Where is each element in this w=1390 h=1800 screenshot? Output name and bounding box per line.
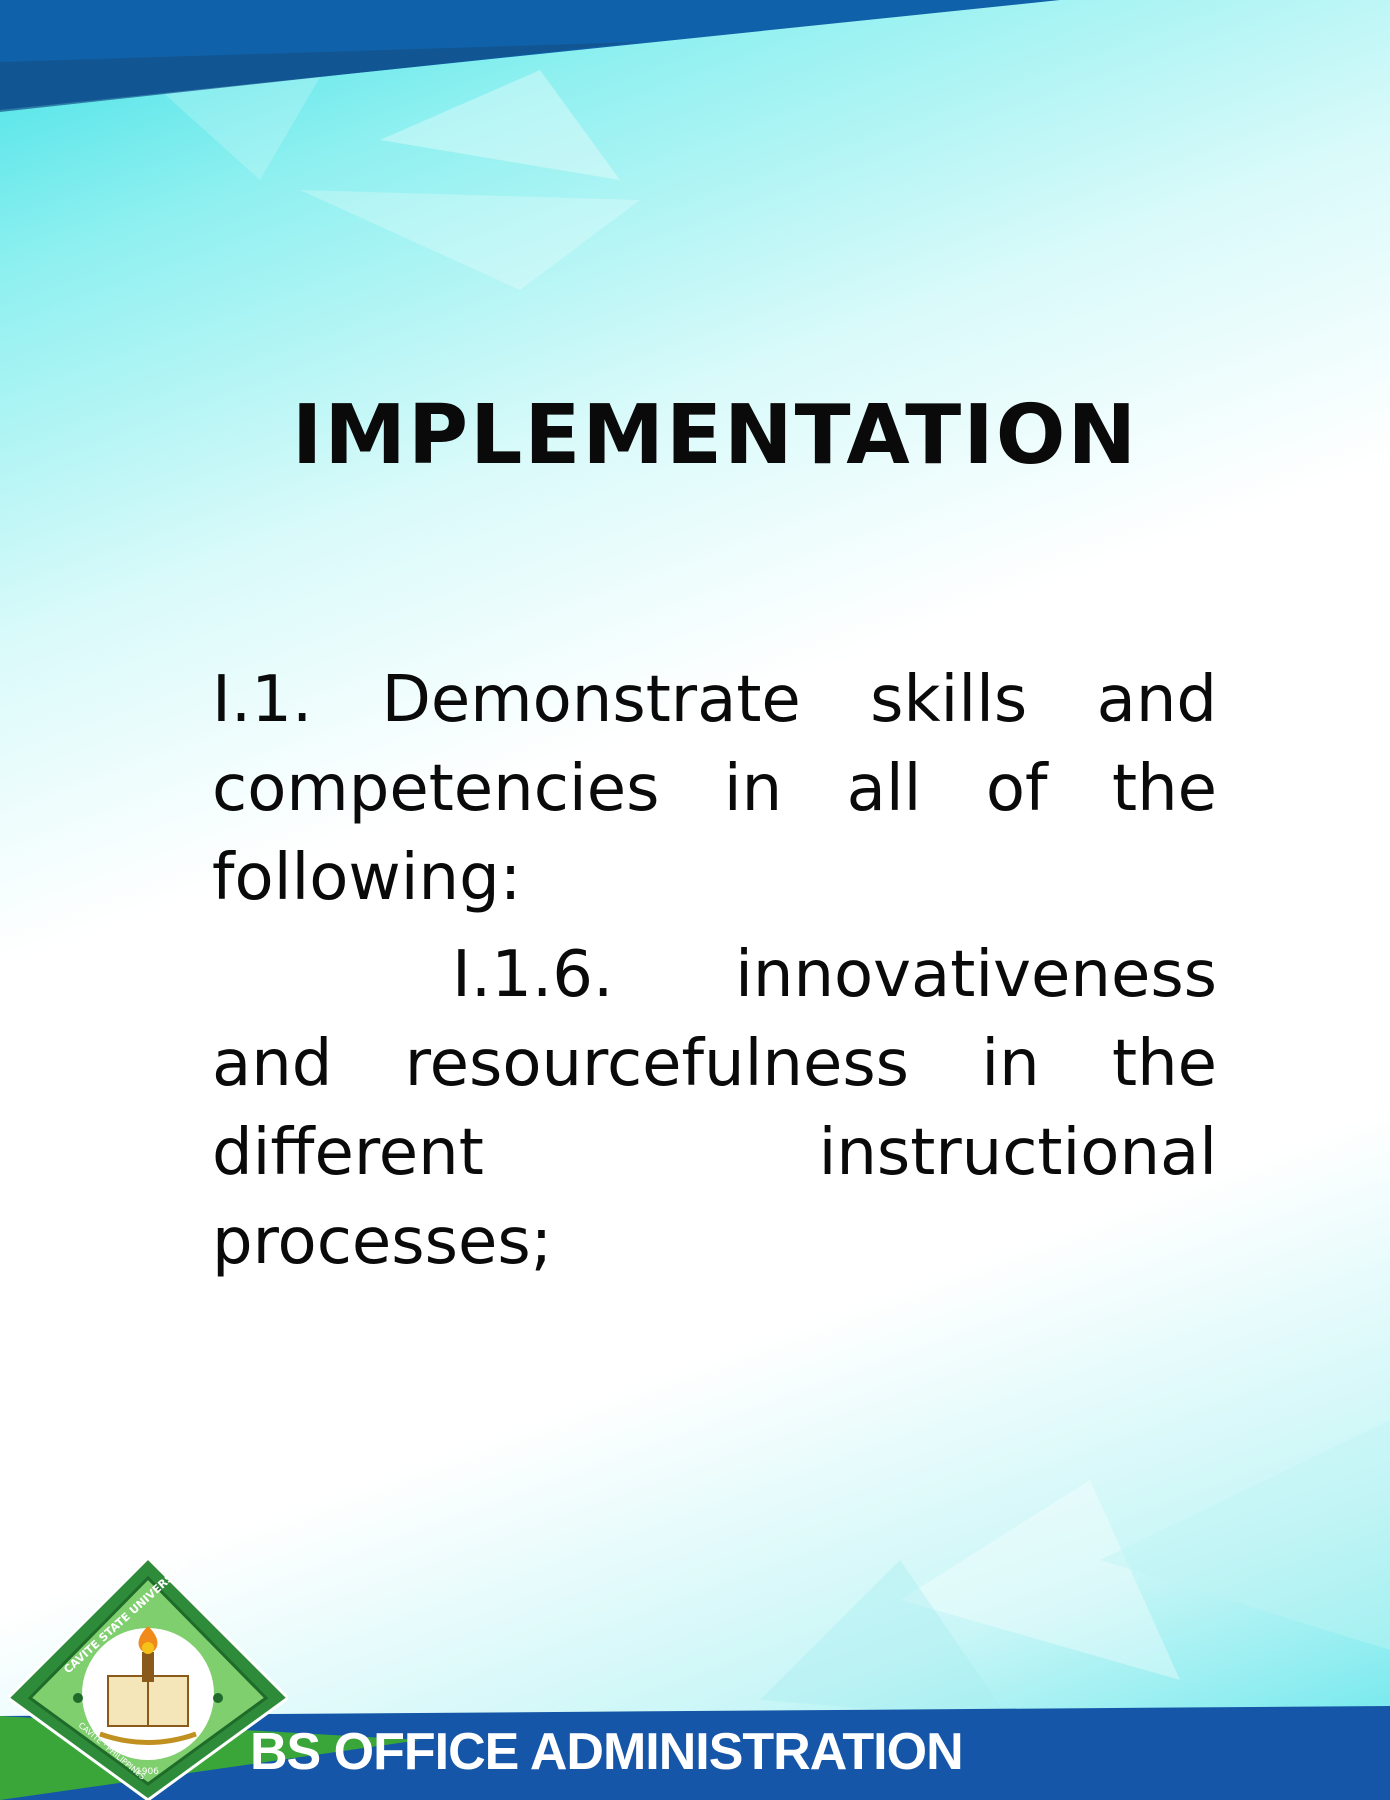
university-seal-logo: CAVITE STATE UNIVERSITY CAVITE · PHILIPP… (8, 1556, 288, 1800)
body-content: I.1. Demonstrate skills and competencies… (212, 656, 1217, 1287)
footer-program-name: BS OFFICE ADMINISTRATION (250, 1723, 964, 1781)
page-title: IMPLEMENTATION (291, 388, 1139, 483)
footer-blue-band (0, 1706, 1390, 1800)
criterion-paragraph: I.1. Demonstrate skills and competencies… (212, 663, 1217, 915)
sub-criterion-paragraph: I.1.6. innovativeness and resourcefulnes… (212, 938, 1217, 1279)
top-banner-dark (0, 42, 640, 112)
seal-year-text: 1906 (136, 1767, 159, 1777)
